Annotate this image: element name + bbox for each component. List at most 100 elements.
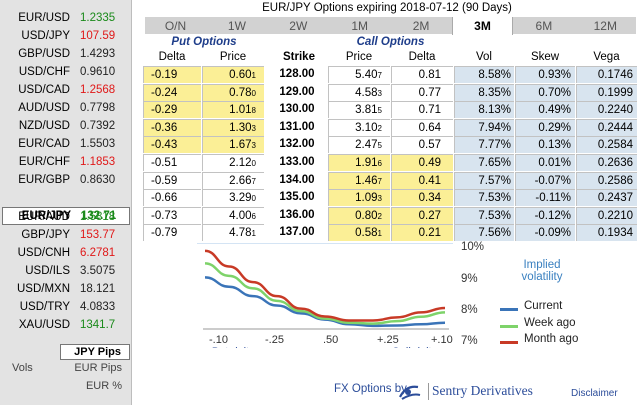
sentry-logo-icon	[399, 385, 421, 400]
tab-2m[interactable]: 2M	[412, 19, 430, 33]
pair-nzd-usd[interactable]: NZD/USD 0.7392	[0, 118, 132, 136]
put-price-cell: 3.290	[202, 189, 264, 207]
call-delta-value: 0.34	[418, 192, 441, 205]
strike-cell: 135.00	[265, 189, 323, 206]
pair-name: USD/CHF	[18, 66, 70, 78]
pair-eur-aud[interactable]: EUR/AUD 1.5818	[0, 209, 132, 227]
strike-value: 130.00	[279, 103, 315, 116]
units-label: Vols	[12, 362, 33, 374]
put-price-cell: 1.018	[202, 101, 264, 119]
vega-value: 0.1999	[597, 86, 633, 99]
call-delta-cell: 0.49	[391, 154, 453, 171]
table-row[interactable]: -0.29 1.018 130.00 3.815 0.71 8.13% 0.49% 0.224…	[143, 101, 637, 119]
pair-usd-ils[interactable]: USD/ILS 3.5075	[0, 263, 132, 281]
put-price-value: 0.78	[229, 86, 252, 99]
vega-value: 0.1746	[597, 69, 633, 81]
call-price-cell: 0.802	[328, 206, 390, 224]
call-price-cell: 1.916	[328, 154, 390, 171]
pair-name: USD/ILS	[25, 265, 70, 277]
table-row[interactable]: -0.79 4.781 137.00 0.581 0.21 7.56% -0.09% 0.19…	[143, 224, 637, 242]
call-delta-cell: 0.21	[391, 224, 453, 242]
pair-rate: 1.1853	[80, 156, 116, 168]
unit-eur-pips[interactable]: EUR Pips	[74, 362, 122, 374]
pair-rate: 0.7392	[80, 120, 116, 132]
call-price-subdigit: 5	[377, 106, 382, 116]
pair-eur-jpy[interactable]: EUR/JPY 132.71	[2, 207, 130, 225]
pair-usd-chf[interactable]: USD/CHF 0.9610	[0, 64, 132, 82]
pair-usd-try[interactable]: USD/TRY 4.0833	[0, 299, 132, 317]
tab-1m[interactable]: 1M	[351, 19, 369, 33]
table-row[interactable]: -0.43 1.673 132.00 2.475 0.57 7.77% 0.13% 0.258…	[143, 136, 637, 154]
pair-xau-usd[interactable]: XAU/USD 1341.7	[0, 317, 132, 335]
table-row[interactable]: -0.66 3.290 135.00 1.093 0.34 7.53% -0.11% 0.24…	[143, 189, 637, 207]
put-price-value: 1.01	[229, 104, 252, 117]
table-row[interactable]: -0.24 0.780 129.00 4.583 0.77 8.35% 0.70% 0.199…	[143, 83, 637, 101]
table-row[interactable]: -0.59 2.667 134.00 1.467 0.41 7.57% -0.07% 0.25…	[143, 171, 637, 189]
skew-value: 0.70%	[538, 86, 571, 99]
pair-eur-cad[interactable]: EUR/CAD 1.5503	[0, 136, 132, 154]
pair-eur-chf[interactable]: EUR/CHF 1.1853	[0, 154, 132, 172]
tab-2w[interactable]: 2W	[289, 19, 308, 33]
pair-eur-usd[interactable]: EUR/USD 1.2335	[0, 10, 132, 28]
unit-eur[interactable]: EUR %	[85, 380, 122, 392]
pair-usd-mxn[interactable]: USD/MXN 18.121	[0, 281, 132, 299]
unit-jpy-pips[interactable]: JPY Pips	[60, 344, 130, 360]
tab-12m[interactable]: 12M	[593, 19, 617, 33]
implied-vol-cell: 8.58%	[454, 66, 514, 83]
pair-rate: 0.7798	[80, 102, 116, 114]
implied-vol-value: 7.56%	[478, 227, 511, 240]
put-delta-value: -0.24	[151, 86, 178, 99]
pair-gbp-jpy[interactable]: GBP/JPY 153.77	[0, 227, 132, 245]
put-price-subdigit: 7	[251, 176, 256, 186]
put-price-cell: 4.006	[202, 206, 264, 224]
pair-rate: 132.71	[81, 210, 117, 222]
pair-name: EUR/AUD	[18, 211, 70, 223]
tab-6m[interactable]: 6M	[535, 19, 553, 33]
strike-value: 131.00	[279, 120, 315, 133]
pair-name: EUR/USD	[18, 12, 70, 24]
skew-value: 0.49%	[538, 104, 571, 117]
pair-aud-usd[interactable]: AUD/USD 0.7798	[0, 100, 132, 118]
put-delta-value: -0.36	[151, 121, 178, 134]
table-row[interactable]: -0.51 2.120 133.00 1.916 0.49 7.65% 0.01% 0.263…	[143, 154, 637, 171]
call-delta-cell: 0.81	[391, 66, 453, 83]
call-delta-cell: 0.77	[391, 83, 453, 101]
put-delta-value: -0.79	[151, 227, 178, 240]
pair-rate: 1.5818	[80, 211, 116, 223]
pair-gbp-usd[interactable]: GBP/USD 1.4293	[0, 46, 132, 64]
strike-value: 133.00	[279, 156, 315, 168]
pair-rate: 1341.7	[80, 319, 116, 331]
x-tick-label: -.25	[265, 334, 284, 346]
legend-week-ago: Week ago	[524, 317, 576, 329]
table-row[interactable]: -0.19 0.601 128.00 5.407 0.81 8.58% 0.93% 0.174…	[143, 66, 637, 83]
table-row[interactable]: -0.73 4.006 136.00 0.802 0.27 7.53% -0.12% 0.22…	[143, 206, 637, 224]
pair-eur-gbp[interactable]: EUR/GBP 0.8630	[0, 172, 132, 190]
pair-usd-cad[interactable]: USD/CAD 1.2568	[0, 82, 132, 100]
table-row[interactable]: -0.36 1.303 131.00 3.102 0.64 7.94% 0.29% 0.244…	[143, 118, 637, 136]
expiry-tabs: O/N 1W 2W 1M 2M 3M 6M 12M	[145, 17, 636, 35]
pair-usd-cnh[interactable]: USD/CNH 6.2781	[0, 245, 132, 263]
skew-cell: 0.93%	[515, 66, 575, 83]
vega-value: 0.1934	[597, 227, 633, 240]
tab-o-n[interactable]: O/N	[164, 19, 187, 33]
pair-name: EUR/CAD	[18, 138, 70, 150]
call-price-subdigit: 6	[377, 159, 382, 168]
put-price-subdigit: 8	[251, 106, 256, 116]
tab-3m[interactable]: 3M	[452, 17, 513, 35]
pair-usd-jpy[interactable]: USD/JPY 107.59	[0, 28, 132, 46]
call-price-cell: 3.102	[328, 118, 390, 136]
put-delta-value: -0.51	[151, 157, 178, 169]
legend-current: Current	[524, 300, 563, 312]
call-price-cell: 4.583	[328, 83, 390, 101]
call-price-value: 1.09	[355, 192, 378, 205]
y-tick-label: 9%	[461, 272, 478, 285]
call-price-value: 0.58	[355, 227, 378, 240]
call-delta-cell: 0.34	[391, 189, 453, 207]
right-axis-delta-label: Call delta	[391, 346, 437, 348]
pair-rate: 0.8630	[80, 174, 116, 186]
put-options-header: Put Options	[171, 36, 237, 48]
tab-1w[interactable]: 1W	[227, 19, 246, 33]
skew-cell: -0.12%	[515, 206, 575, 224]
disclaimer-link[interactable]: Disclaimer	[571, 388, 618, 399]
implied-vol-cell: 7.77%	[454, 136, 514, 154]
